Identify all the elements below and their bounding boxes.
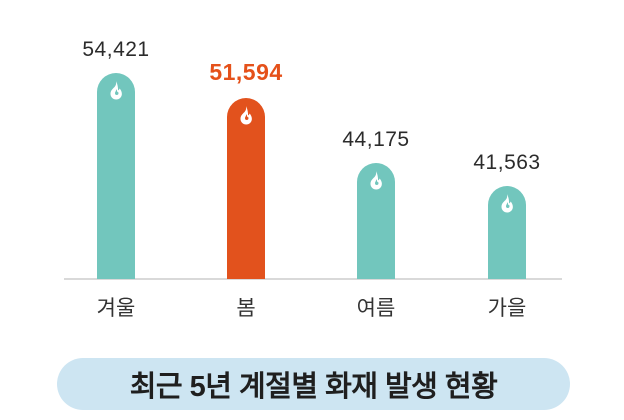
bar-group-winter: 54,421 [56,38,176,279]
value-label-spring: 51,594 [209,59,283,85]
axis-label-spring: 봄 [236,297,256,320]
bar-group-spring: 51,594 [186,59,306,279]
bar-spring [227,98,265,279]
value-label-summer: 44,175 [342,128,410,151]
x-axis-line [64,278,562,280]
bar-group-summer: 44,175 [316,128,436,279]
bar-summer [357,163,395,279]
bar-fall [488,186,526,279]
flame-icon [110,81,122,100]
chart-title-pill: 최근 5년 계절별 화재 발생 현황 [57,358,570,410]
flame-icon [370,171,382,190]
chart-title-text: 최근 5년 계절별 화재 발생 [129,371,445,403]
value-label-winter: 54,421 [82,38,150,61]
flame-icon [240,106,252,125]
bar-winter [97,73,135,279]
bar-group-fall: 41,563 [447,151,567,279]
value-label-fall: 41,563 [473,151,541,174]
axis-label-summer: 여름 [356,297,396,320]
chart-title-bold: 현황 [444,371,498,403]
axis-label-fall: 가을 [487,297,527,320]
flame-icon [501,194,513,213]
axis-label-winter: 겨울 [96,297,136,320]
